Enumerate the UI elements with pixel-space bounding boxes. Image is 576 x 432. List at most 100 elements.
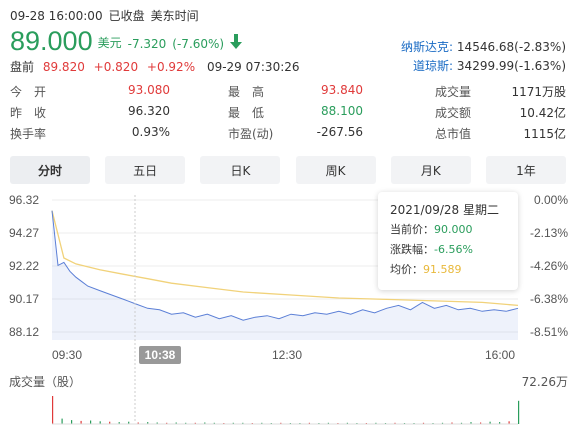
average-price-line [51,210,519,307]
stat-prev-close: 96.320 [128,104,170,118]
stat-label: 今 开 [10,85,47,99]
volume-bar [109,421,111,424]
volume-bar [147,422,149,424]
price-change: -7.320 [127,37,167,51]
price-change-pct: (-7.60%) [172,37,225,51]
stat-high: 93.840 [321,83,363,97]
currency-label: 美元 [97,36,122,50]
index-nasdaq[interactable]: 纳斯达克: 14546.68(-2.83%) [401,38,566,57]
volume-bar [460,422,463,424]
tooltip-price: 90.000 [434,223,473,236]
stat-label: 市盈(动) [228,127,274,141]
y-tick-label: 88.12 [9,325,39,339]
volume-bar [232,422,234,424]
y-pct-tick-label: -8.51% [530,325,568,339]
volume-bar [280,422,282,424]
volume-bar [166,422,168,424]
premarket-label: 盘前 [10,60,35,74]
tab-weekly-k[interactable]: 周K [295,156,376,184]
status-timezone: 美东时间 [150,9,199,23]
volume-max-label: 72.26万 [522,375,568,389]
index-panel: 纳斯达克: 14546.68(-2.83%) 道琼斯: 34299.99(-1.… [401,38,566,76]
volume-bar [261,422,263,424]
stat-label: 总市值 [435,127,472,141]
volume-bar [175,422,177,424]
tab-monthly-k[interactable]: 月K [390,156,471,184]
premarket-change-pct: +0.92% [146,60,196,74]
intraday-chart-svg[interactable]: 96.32 94.27 92.22 90.17 88.12 0.00% -2.13% -4.… [0,190,576,432]
stat-label: 最 低 [228,106,265,120]
index-value: 34299.99(-1.63%) [456,59,566,73]
status-state: 已收盘 [108,9,145,23]
y-tick-label: 96.32 [9,193,39,207]
volume-bar [470,422,472,424]
chart-period-tabs: 分时 五日 日K 周K 月K 1年 [10,156,566,184]
stats-grid: 今 开 93.080 最 高 93.840 成交量 1171万股 昨 收 96.… [10,80,566,143]
volume-bar [99,421,101,424]
volume-bar [52,396,54,424]
x-tick-label: 09:30 [52,348,82,362]
y-pct-tick-label: -2.13% [530,226,568,240]
intraday-chart[interactable]: 96.32 94.27 92.22 90.17 88.12 0.00% -2.13% -4.… [0,190,576,432]
index-name[interactable]: 纳斯达克: [401,40,454,54]
tooltip-date: 2021/09/28 星期二 [390,203,499,217]
stat-label: 成交量 [435,85,472,99]
volume-bar [61,418,63,424]
price-area-fill [52,210,518,340]
tooltip-price-label: 当前价： [390,223,434,236]
price-line [51,210,519,321]
premarket-row: 盘前 89.820 +0.820 +0.92% 09-29 07:30:26 [10,58,300,75]
volume-bar [518,400,520,424]
stat-turnover: 0.93% [131,125,170,139]
volume-bar [118,422,120,424]
volume-bar [213,422,215,424]
stat-label: 成交额 [435,106,472,120]
x-tick-label: 10:38 [145,348,176,362]
crosshair-time-badge [139,346,181,364]
tooltip-pct: -6.56% [434,243,473,256]
stat-amount: 10.42亿 [519,106,566,120]
volume-axis-label: 成交量（股） [9,374,81,389]
stat-open: 93.080 [128,83,170,97]
tab-five-day[interactable]: 五日 [105,156,186,184]
y-tick-label: 90.17 [9,292,39,306]
stat-label: 昨 收 [10,106,47,120]
volume-bar [128,421,130,424]
y-pct-tick-label: -6.38% [530,292,568,306]
chart-tooltip: 2021/09/28 星期二 当前价：90.000 涨跌幅：-6.56% 均价：… [378,192,518,290]
premarket-time: 09-29 07:30:26 [206,60,300,74]
tab-intraday[interactable]: 分时 [10,156,90,184]
tooltip-pct-label: 涨跌幅： [390,243,434,256]
quote-price-row: 89.000 美元 -7.320 (-7.60%) [10,26,243,56]
status-datetime: 09-28 16:00:00 [10,9,103,23]
index-dow[interactable]: 道琼斯: 34299.99(-1.63%) [401,57,566,76]
x-tick-label: 12:30 [272,348,302,362]
volume-bar [156,422,158,424]
tab-daily-k[interactable]: 日K [200,156,281,184]
volume-bar [204,422,206,424]
volume-bar [499,422,501,424]
current-price: 89.000 [10,26,93,56]
down-arrow-icon [230,34,243,50]
index-name[interactable]: 道琼斯: [413,59,454,73]
volume-bar [451,422,453,424]
volume-bar [90,420,92,424]
volume-bar [480,422,482,424]
market-status: 09-28 16:00:00 已收盘 美东时间 [10,7,205,24]
tooltip-avg: 91.589 [423,263,462,276]
volume-bar [375,422,377,424]
index-value: 14546.68(-2.83%) [456,40,566,54]
volume-bar [242,422,244,424]
stat-pe: -267.56 [316,125,363,139]
volume-bar [71,420,73,424]
volume-bar [308,422,310,424]
stat-label: 换手率 [10,127,47,141]
y-tick-label: 94.27 [9,226,39,240]
stat-volume: 1171万股 [511,85,566,99]
tooltip-avg-label: 均价： [390,263,423,276]
premarket-price: 89.820 [42,60,85,74]
tab-one-year[interactable]: 1年 [485,156,566,184]
volume-bar [80,420,82,424]
volume-bar [194,422,196,424]
volume-bar [441,422,444,424]
